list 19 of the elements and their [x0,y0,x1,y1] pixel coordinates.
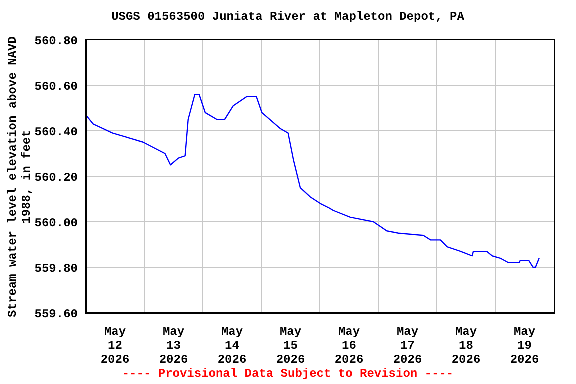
chart-title: USGS 01563500 Juniata River at Mapleton Depot, PA [110,10,466,24]
y-tick-label: 560.00 [34,216,78,230]
x-tick-label: May 16 2026 [334,325,364,367]
y-tick-label: 560.60 [34,80,78,94]
x-tick-label: May 14 2026 [218,325,247,367]
y-tick-label: 560.40 [34,125,78,140]
y-tick-label: 559.80 [34,262,78,276]
text: ---- Provisional Data Subject to Revision ---- [121,367,455,381]
x-tick-label: May 13 2026 [159,325,188,367]
y-tick-label: 560.80 [34,34,78,48]
x-tick-label: May 17 2026 [393,325,422,367]
x-tick-label: May 18 2026 [452,325,481,367]
line-series [86,94,540,268]
x-tick-label: May 12 2026 [100,325,130,367]
y-tick-label: 560.20 [34,170,78,185]
y-axis-title: Stream water level elevation above NAVD 1988, in feet [6,35,34,320]
x-tick-label: May 19 2026 [510,325,540,367]
x-tick-label: May 15 2026 [276,325,306,367]
y-tick-label: 559.60 [34,307,78,322]
